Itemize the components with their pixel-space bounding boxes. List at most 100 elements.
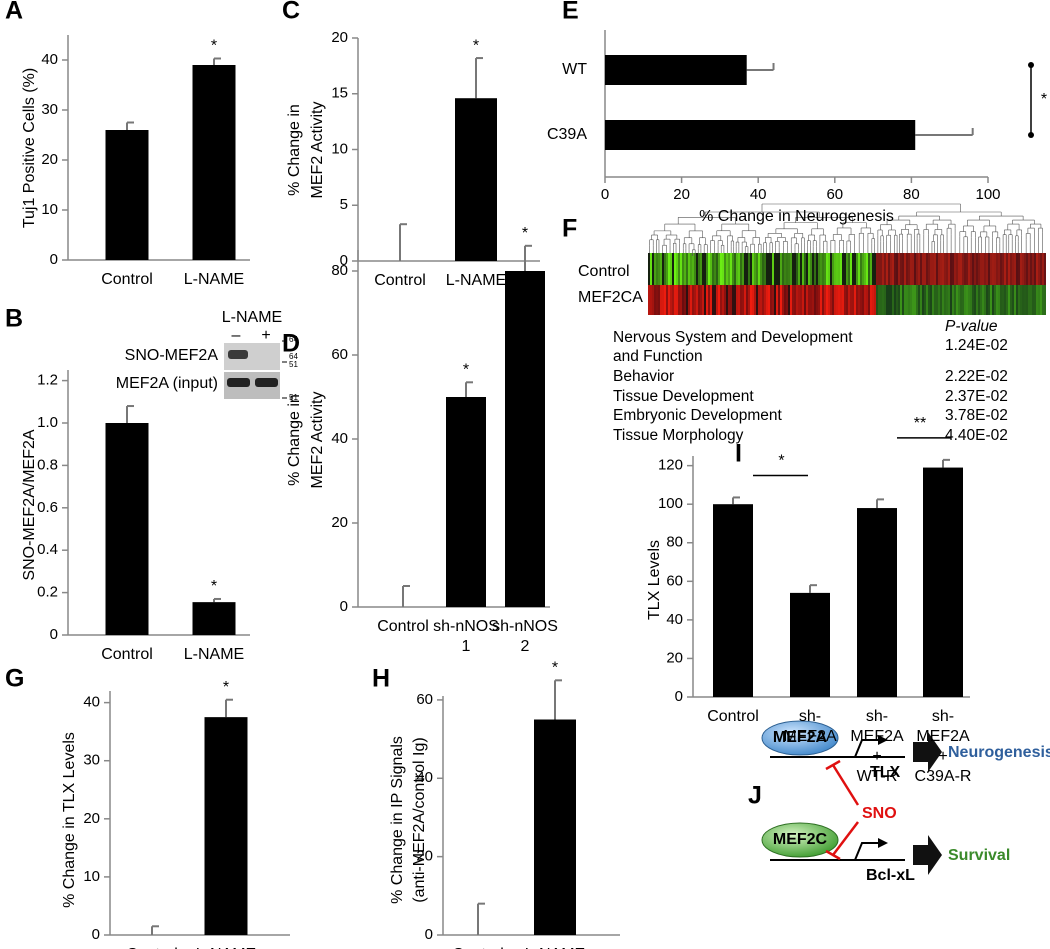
heatmap-cell <box>848 253 850 285</box>
y-tick-label: 0 <box>340 598 348 615</box>
heatmap-cell <box>822 285 824 315</box>
heatmap-cell <box>740 285 742 315</box>
heatmap-cell <box>976 253 978 285</box>
heatmap-cell <box>694 285 696 315</box>
bracket-end <box>1028 62 1034 68</box>
heatmap-cell <box>800 253 802 285</box>
heatmap-cell <box>714 285 716 315</box>
heatmap-cell <box>980 253 982 285</box>
heatmap-cell <box>1042 285 1044 315</box>
heatmap-cell <box>824 285 826 315</box>
bar <box>505 271 545 607</box>
heatmap-cell <box>940 285 942 315</box>
significance: * <box>223 679 229 696</box>
heatmap-cell <box>802 285 804 315</box>
y-tick-label: 20 <box>666 649 683 666</box>
heatmap-cell <box>656 253 658 285</box>
heatmap-cell <box>1036 253 1038 285</box>
y-tick-label: 20 <box>83 810 100 827</box>
heatmap-cell <box>888 253 890 285</box>
heatmap-cell <box>1010 253 1012 285</box>
heatmap-cell <box>782 253 784 285</box>
heatmap-cell <box>664 285 666 315</box>
panel-letter: F <box>562 215 577 243</box>
heatmap-cell <box>662 285 664 315</box>
heatmap-cell <box>868 253 870 285</box>
heatmap-cell <box>970 285 972 315</box>
heatmap-cell <box>908 253 910 285</box>
x-tick-label: Control <box>101 646 153 663</box>
heatmap-cell <box>1036 285 1038 315</box>
heatmap-cell <box>978 253 980 285</box>
heatmap-cell <box>986 285 988 315</box>
heatmap-cell <box>876 285 878 315</box>
y-tick-label: 120 <box>658 457 683 474</box>
p-value: 2.37E-02 <box>945 388 1008 405</box>
heatmap-cell <box>1000 285 1002 315</box>
inhibition <box>831 764 860 806</box>
heatmap-cell <box>1004 253 1006 285</box>
x-tick-label: MEF2A <box>850 728 904 745</box>
heatmap-cell <box>750 285 752 315</box>
heatmap-cell <box>882 253 884 285</box>
heatmap-cell <box>878 253 880 285</box>
heatmap-cell <box>964 253 966 285</box>
heatmap-cell <box>922 253 924 285</box>
heatmap-cell <box>662 253 664 285</box>
heatmap-cell <box>938 285 940 315</box>
heatmap-cell <box>1002 253 1004 285</box>
x-tick-label: + <box>938 748 947 765</box>
x-tick-label: C39A-R <box>915 768 972 785</box>
y-tick-label: 0.6 <box>37 499 58 516</box>
heatmap-cell <box>958 253 960 285</box>
block-arrow <box>913 732 942 772</box>
heatmap-cell <box>752 253 754 285</box>
heatmap-cell <box>912 253 914 285</box>
bar <box>605 55 747 85</box>
heatmap-cell <box>1026 253 1028 285</box>
heatmap-cell <box>718 253 720 285</box>
heatmap-cell <box>674 253 676 285</box>
p-value: 4.40E-02 <box>945 427 1008 444</box>
heatmap-cell <box>1020 253 1022 285</box>
heatmap-cell <box>940 253 942 285</box>
heatmap-cell <box>922 285 924 315</box>
y-tick-label: 20 <box>331 29 348 46</box>
heatmap-cell <box>678 253 680 285</box>
y-tick-label: 0.2 <box>37 584 58 601</box>
heatmap-cell <box>968 253 970 285</box>
protein <box>761 822 839 858</box>
blot-band <box>228 350 248 359</box>
heatmap-cell <box>966 253 968 285</box>
heatmap-cell <box>796 253 798 285</box>
y-tick-label: 80 <box>666 534 683 551</box>
x-tick-label: Control <box>126 946 178 949</box>
heatmap-cell <box>826 253 828 285</box>
heatmap-cell <box>834 253 836 285</box>
heatmap-cell <box>980 285 982 315</box>
heatmap-cell <box>964 285 966 315</box>
heatmap-cell <box>772 285 774 315</box>
heatmap-cell <box>700 285 702 315</box>
x-tick-label: sh- <box>799 708 821 725</box>
heatmap-cell <box>982 285 984 315</box>
x-tick-label: + <box>872 748 881 765</box>
significance: * <box>211 578 217 595</box>
heatmap-cell <box>916 253 918 285</box>
heatmap-cell <box>842 253 844 285</box>
heatmap-cell <box>844 253 846 285</box>
y-tick-label: 0 <box>425 926 433 943</box>
pathway-name: Embryonic Development <box>613 407 783 424</box>
heatmap-cell <box>1008 253 1010 285</box>
heatmap-cell <box>686 253 688 285</box>
heatmap-cell <box>852 253 854 285</box>
heatmap-cell <box>696 253 698 285</box>
heatmap-cell <box>902 285 904 315</box>
heatmap-cell <box>758 253 760 285</box>
heatmap-cell <box>1022 285 1024 315</box>
heatmap-cell <box>816 285 818 315</box>
heatmap-cell <box>968 285 970 315</box>
heatmap-cell <box>906 285 908 315</box>
y-tick-label: 10 <box>83 868 100 885</box>
heatmap-cell <box>756 285 758 315</box>
